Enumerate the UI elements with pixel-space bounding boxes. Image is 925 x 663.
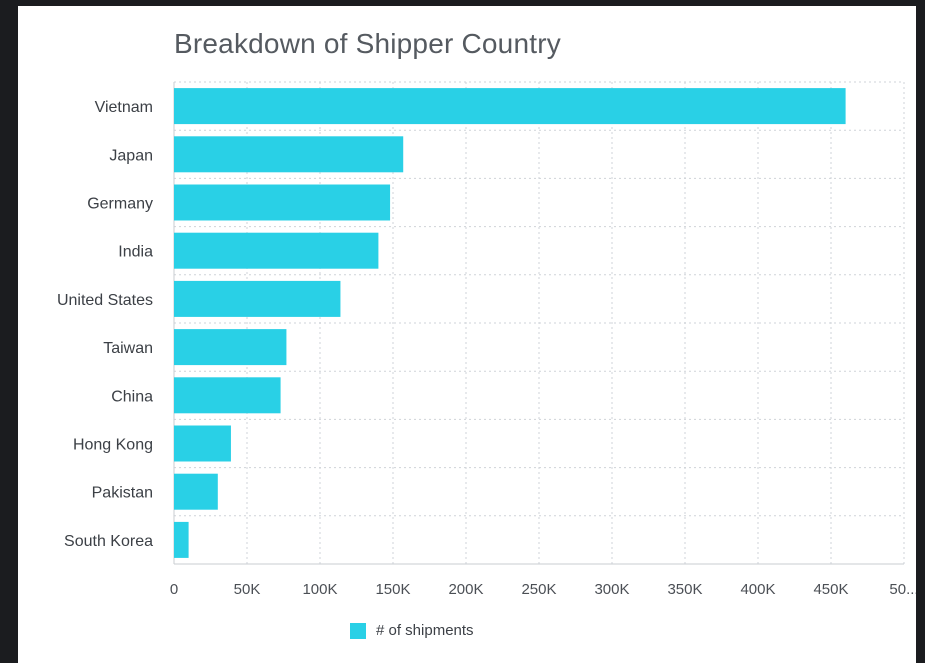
category-label: United States — [57, 292, 153, 309]
category-label: India — [118, 244, 153, 261]
category-label: China — [111, 388, 153, 405]
x-tick-label: 400K — [740, 581, 775, 598]
category-label: Hong Kong — [73, 437, 153, 454]
x-tick-label: 0 — [170, 581, 178, 598]
x-tick-label: 100K — [302, 581, 337, 598]
bar[interactable] — [174, 425, 231, 462]
legend-swatch — [350, 622, 366, 639]
x-tick-label: 350K — [667, 581, 702, 598]
legend-label: # of shipments — [376, 622, 474, 639]
x-tick-label: 50K — [234, 581, 261, 598]
category-label: Pakistan — [92, 485, 153, 502]
bar[interactable] — [174, 88, 846, 125]
chart-title: Breakdown of Shipper Country — [174, 28, 561, 59]
bar-chart: Vietnam Japan Germany India United States Tai… — [57, 81, 916, 598]
chart-card: Breakdown of Shipper Country Vietnam Japa… — [18, 6, 916, 663]
category-label: South Korea — [64, 533, 153, 550]
category-label: Taiwan — [103, 340, 153, 357]
bar[interactable] — [174, 329, 287, 366]
bar[interactable] — [174, 521, 189, 558]
x-tick-label: 300K — [594, 581, 629, 598]
bar[interactable] — [174, 280, 341, 317]
bar[interactable] — [174, 473, 218, 510]
bar[interactable] — [174, 232, 379, 269]
category-label: Vietnam — [95, 99, 153, 116]
x-tick-label: 50... — [889, 581, 916, 598]
bar[interactable] — [174, 377, 281, 414]
category-label: Japan — [109, 147, 153, 164]
bar[interactable] — [174, 184, 391, 221]
bar[interactable] — [174, 136, 404, 173]
x-tick-label: 250K — [521, 581, 556, 598]
chart-legend[interactable]: # of shipments — [350, 622, 474, 639]
category-label: Germany — [87, 196, 153, 213]
x-tick-label: 200K — [448, 581, 483, 598]
x-tick-label: 450K — [813, 581, 848, 598]
x-tick-label: 150K — [375, 581, 410, 598]
